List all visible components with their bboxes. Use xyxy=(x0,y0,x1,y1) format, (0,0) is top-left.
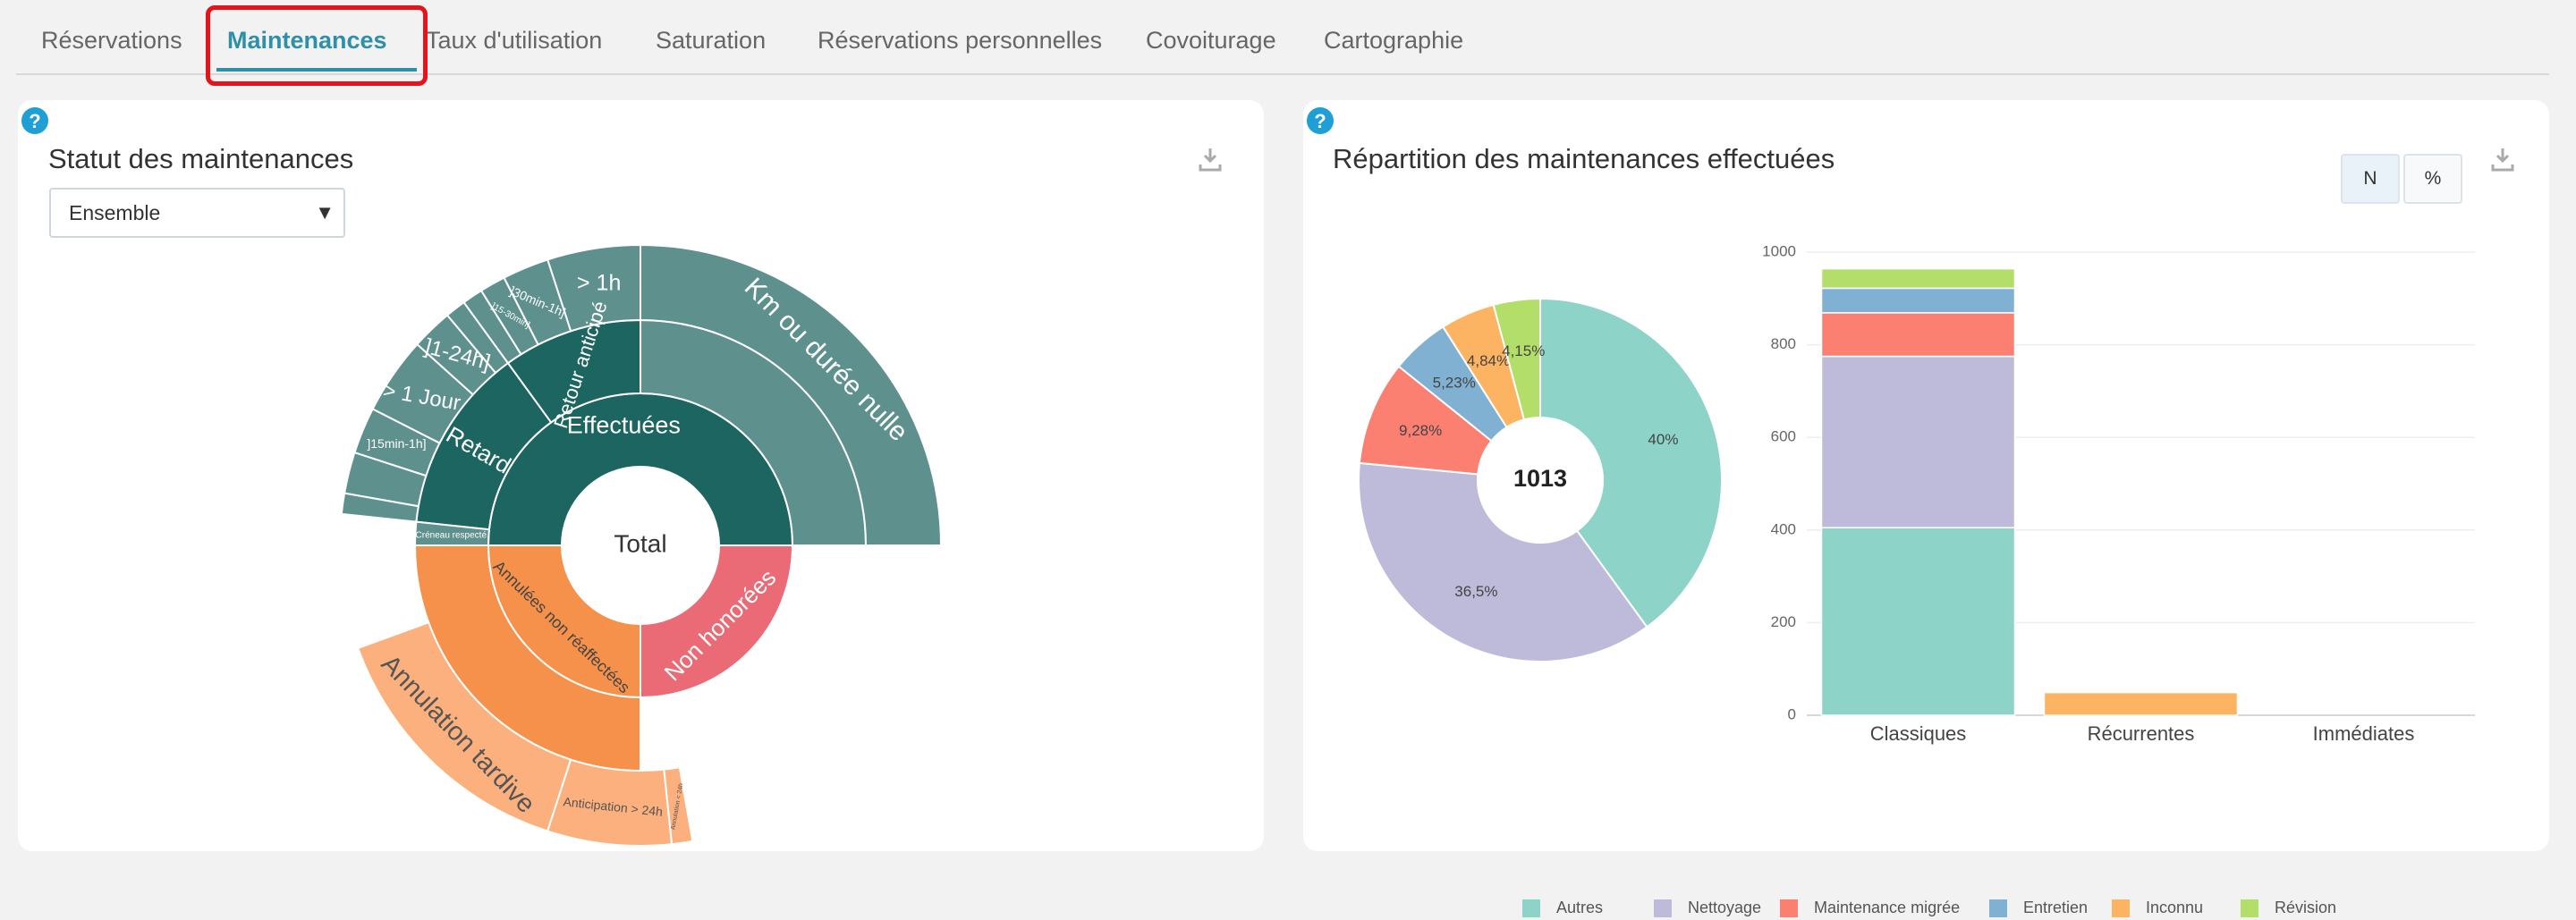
y-tick-label: 0 xyxy=(1788,705,1796,722)
legend-item[interactable]: Révision xyxy=(2241,899,2336,920)
sunburst-label-15min-1h: ]15min-1h] xyxy=(367,436,426,451)
bar-segment xyxy=(1820,312,2016,358)
tab-reservations-personnelles[interactable]: Réservations personnelles xyxy=(818,27,1103,54)
y-tick-label: 1000 xyxy=(1762,242,1796,259)
donut-total: 1013 xyxy=(1513,465,1567,492)
donut-value-label: 40% xyxy=(1648,431,1678,448)
legend-label: Révision xyxy=(2275,899,2337,916)
sunburst-label-creneau: Créneau respecté xyxy=(416,531,487,541)
sunburst-retard-small xyxy=(445,300,510,375)
filter-select[interactable]: Ensemble ▼ xyxy=(49,188,345,238)
bar-segment xyxy=(2043,691,2239,716)
donut-value-label: 9,28% xyxy=(1399,422,1442,439)
tab-taux-utilisation[interactable]: Taux d'utilisation xyxy=(426,27,603,54)
tab-cartographie[interactable]: Cartographie xyxy=(1324,27,1464,54)
donut-center xyxy=(1478,418,1603,543)
tab-maintenances[interactable]: Maintenances xyxy=(227,27,387,54)
sunburst-label-effectuees: Effectuées xyxy=(567,411,681,438)
sunburst-center-label: Total xyxy=(614,529,666,557)
legend-label: Maintenance migrée xyxy=(1814,899,1961,916)
y-tick-label: 200 xyxy=(1771,613,1796,630)
sunburst-label-gt-1h: > 1h xyxy=(577,270,621,295)
chevron-down-icon: ▼ xyxy=(315,201,335,224)
y-tick-label: 400 xyxy=(1771,520,1796,537)
sunburst-gt-1-jour xyxy=(371,342,475,444)
y-tick-label: 600 xyxy=(1771,428,1796,445)
legend-swatch xyxy=(2112,899,2130,918)
legend-swatch xyxy=(2241,899,2258,918)
sunburst-retard-misc xyxy=(343,451,428,508)
legend-swatch xyxy=(1654,899,1672,918)
legend-label: Inconnu xyxy=(2146,899,2204,916)
donut-value-label: 36,5% xyxy=(1454,583,1497,600)
charts-area: 40% 36,5% 9,28% 5,23% 4,84%4,15% 1013 0 200 400 6… xyxy=(1358,242,2475,745)
donut-value-label: 5,23% xyxy=(1433,375,1476,392)
legend-item[interactable]: Autres xyxy=(1522,899,1603,920)
tab-saturation[interactable]: Saturation xyxy=(656,27,767,54)
sunburst-annulation-tardive xyxy=(356,620,572,832)
sunburst-retard-misc-2 xyxy=(340,492,419,523)
sunburst-anticipation xyxy=(546,758,674,847)
sunburst-km-nulle-outer xyxy=(640,243,943,546)
download-icon[interactable] xyxy=(2491,147,2514,172)
legend-item[interactable]: Nettoyage xyxy=(1654,899,1761,920)
legend-item[interactable]: Inconnu xyxy=(2112,899,2203,920)
count-toggle-button[interactable]: N xyxy=(2341,154,2400,204)
distribution-panel: ? Répartition des maintenances effectuée… xyxy=(1303,100,2549,918)
download-icon[interactable] xyxy=(1199,147,1222,172)
legend-label: Nettoyage xyxy=(1688,899,1762,916)
x-tick-label: Classiques xyxy=(1870,722,1967,745)
x-tick-label: Récurrentes xyxy=(2088,722,2195,745)
tab-covoiturage[interactable]: Covoiturage xyxy=(1146,27,1276,54)
sunburst-center xyxy=(562,467,719,624)
legend-label: Autres xyxy=(1556,899,1604,916)
active-tab-indicator xyxy=(216,68,417,72)
sunburst-gt-1h xyxy=(546,243,641,333)
donut-value-label: 4,15% xyxy=(1502,342,1545,359)
sunburst-creneau xyxy=(413,520,491,546)
status-panel: ? Statut des maintenances Ensemble ▼ Tot… xyxy=(18,100,1264,851)
sunburst-annulation-small xyxy=(663,766,694,846)
sunburst-15-30min xyxy=(479,276,539,356)
bar-segment xyxy=(1820,355,2016,528)
bar-segment xyxy=(1820,287,2016,314)
filter-select-value: Ensemble xyxy=(69,201,161,224)
percent-toggle-button[interactable]: % xyxy=(2403,154,2462,204)
y-tick-label: 800 xyxy=(1771,335,1796,352)
panel-title: Statut des maintenances xyxy=(48,143,354,174)
legend-item[interactable]: Maintenance migrée xyxy=(1780,899,1960,920)
legend-swatch xyxy=(1989,899,2007,918)
bar-segment xyxy=(1820,267,2016,290)
legend-item[interactable]: Entretien xyxy=(1989,899,2088,920)
help-icon[interactable]: ? xyxy=(21,107,48,134)
help-icon[interactable]: ? xyxy=(1307,107,1334,134)
sunburst-lt-15min xyxy=(462,289,522,365)
donut-value-label: 4,84% xyxy=(1467,352,1510,369)
legend-swatch xyxy=(1780,899,1798,918)
tab-reservations[interactable]: Réservations xyxy=(41,27,182,54)
highlight-box xyxy=(206,5,428,86)
bar-segment xyxy=(1820,527,2016,716)
x-tick-label: Immédiates xyxy=(2313,722,2415,745)
sunburst-30min-1h xyxy=(503,258,572,346)
sunburst-1-24h xyxy=(415,314,497,396)
legend-label: Entretien xyxy=(2023,899,2089,916)
tab-bar: Réservations Maintenances Taux d'utilisa… xyxy=(16,0,2549,86)
legend-swatch xyxy=(1522,899,1540,918)
panel-title: Répartition des maintenances effectuées xyxy=(1333,143,1835,174)
